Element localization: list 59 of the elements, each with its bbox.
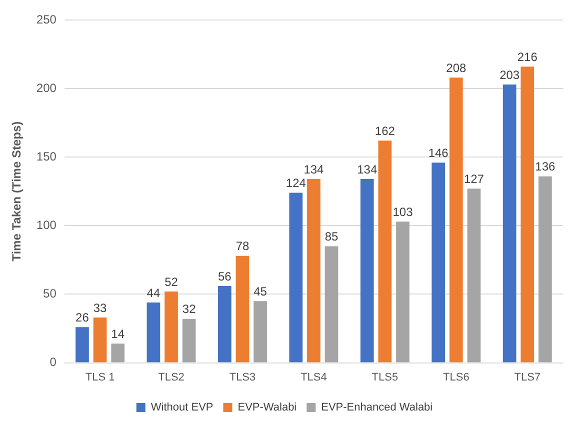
data-label: 45 bbox=[254, 284, 268, 298]
data-label: 85 bbox=[324, 230, 339, 244]
bar bbox=[236, 256, 250, 362]
bar bbox=[182, 318, 196, 362]
data-label: 33 bbox=[93, 300, 108, 315]
data-label: 78 bbox=[236, 239, 250, 254]
y-axis-title: Time Taken (Time Steps) bbox=[10, 121, 24, 262]
data-label: 103 bbox=[392, 204, 414, 219]
y-tick-label: 150 bbox=[36, 149, 57, 164]
bar bbox=[218, 286, 232, 362]
bar bbox=[146, 302, 160, 362]
data-label: 134 bbox=[357, 162, 378, 176]
data-label: 162 bbox=[374, 124, 396, 138]
bar bbox=[307, 179, 320, 362]
data-label: 56 bbox=[218, 269, 232, 284]
bar bbox=[467, 188, 481, 362]
data-label: 52 bbox=[164, 274, 178, 289]
bar bbox=[538, 176, 552, 362]
data-label: 14 bbox=[111, 326, 125, 341]
data-label: 124 bbox=[286, 176, 306, 190]
x-tick-label: TLS5 bbox=[372, 371, 398, 384]
x-tick-label: TLS2 bbox=[158, 371, 184, 384]
x-tick-label: TLS4 bbox=[300, 371, 327, 384]
bar bbox=[502, 84, 516, 362]
data-label: 44 bbox=[146, 286, 160, 300]
y-tick-label: 250 bbox=[36, 12, 57, 26]
bar bbox=[324, 246, 338, 362]
x-tick-label: TLS6 bbox=[443, 371, 470, 384]
bar bbox=[289, 192, 303, 362]
bar bbox=[111, 344, 125, 362]
bar bbox=[432, 162, 446, 362]
y-tick-label: 0 bbox=[50, 355, 57, 370]
bar bbox=[93, 318, 107, 362]
x-tick-label: TLS 1 bbox=[85, 371, 115, 384]
data-label: 208 bbox=[446, 60, 466, 75]
data-label: 127 bbox=[464, 172, 484, 186]
data-label: 216 bbox=[517, 50, 538, 64]
legend-label: EVP-Walabi bbox=[238, 402, 297, 414]
legend-label: Without EVP bbox=[150, 402, 214, 414]
legend-label: EVP-Enhanced Walabi bbox=[321, 402, 433, 414]
x-tick-label: TLS7 bbox=[514, 371, 541, 384]
data-label: 134 bbox=[304, 162, 324, 176]
data-label: 32 bbox=[182, 302, 196, 316]
bar bbox=[360, 179, 374, 362]
data-label: 136 bbox=[535, 160, 556, 174]
bar bbox=[449, 78, 463, 362]
bar bbox=[396, 222, 410, 362]
bar bbox=[378, 140, 392, 362]
bar bbox=[76, 327, 89, 362]
data-label: 26 bbox=[76, 310, 90, 324]
bar bbox=[520, 66, 534, 362]
bar bbox=[254, 301, 267, 362]
x-tick-label: TLS3 bbox=[229, 371, 256, 384]
data-label: 203 bbox=[500, 68, 520, 82]
bar bbox=[164, 292, 178, 362]
y-tick-label: 200 bbox=[36, 80, 57, 95]
y-tick-label: 100 bbox=[36, 218, 57, 232]
y-tick-label: 50 bbox=[43, 286, 57, 301]
data-label: 146 bbox=[428, 146, 449, 160]
